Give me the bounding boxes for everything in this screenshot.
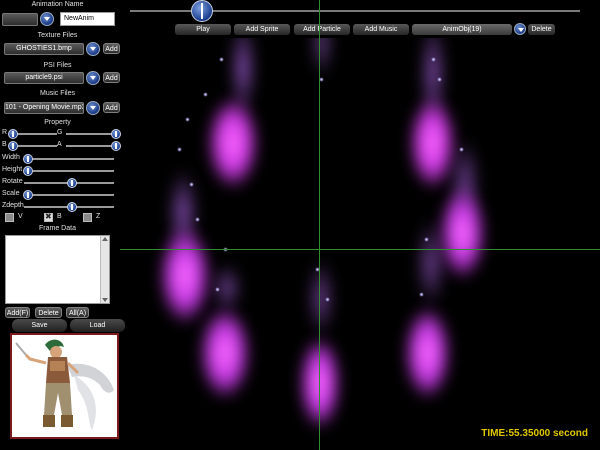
b-slider-track[interactable]: [12, 145, 57, 147]
b-label: B: [2, 141, 7, 148]
particle-emitter-6: [405, 308, 450, 398]
frame-data-scrollbar[interactable]: [100, 236, 109, 303]
particle-emitter-4: [300, 338, 340, 428]
g-label: G: [57, 129, 63, 136]
frame-add-button[interactable]: Add(F): [5, 307, 30, 318]
flip-z-checkbox[interactable]: [83, 213, 92, 222]
a-slider-knob[interactable]: [111, 141, 121, 151]
scroll-down-icon[interactable]: [102, 298, 108, 302]
particle-emitter-5: [410, 98, 455, 188]
r-slider-track[interactable]: [12, 133, 57, 135]
flip-v-checkbox[interactable]: [5, 213, 14, 222]
width-label: Width: [2, 154, 20, 161]
music-file-select[interactable]: 101 - Opening Movie.mp3: [4, 102, 84, 114]
psi-dropdown-icon[interactable]: [86, 71, 100, 85]
b-slider-knob[interactable]: [8, 141, 18, 151]
scale-slider-track[interactable]: [24, 194, 114, 196]
add-music-button[interactable]: Add Music: [353, 24, 409, 35]
time-readout: TIME:55.35000 second: [481, 428, 588, 439]
scale-label: Scale: [2, 190, 20, 197]
zdepth-slider-knob[interactable]: [67, 202, 77, 212]
width-slider-track[interactable]: [24, 158, 114, 160]
music-dropdown-icon[interactable]: [86, 101, 100, 115]
music-files-label: Music Files: [39, 90, 75, 97]
texture-files-label: Texture Files: [37, 32, 78, 39]
load-button[interactable]: Load: [70, 319, 125, 332]
g-slider-knob[interactable]: [111, 129, 121, 139]
flip-b-checkbox[interactable]: ✖: [44, 212, 53, 222]
flip-v-label: V: [18, 213, 23, 220]
animation-name-input[interactable]: NewAnim: [60, 12, 115, 26]
property-label: Property: [44, 119, 71, 126]
play-button[interactable]: Play: [175, 24, 231, 35]
texture-file-select[interactable]: GHOSTIES1.bmp: [4, 43, 84, 55]
zdepth-label: Zdepth: [2, 202, 24, 209]
psi-files-label: PSI Files: [43, 62, 72, 69]
a-label: A: [57, 141, 62, 148]
texture-dropdown-icon[interactable]: [86, 42, 100, 56]
music-add-button[interactable]: Add: [103, 102, 120, 113]
height-slider-track[interactable]: [24, 170, 114, 172]
character-sprite-image: [15, 339, 114, 430]
frame-delete-button[interactable]: Delete: [35, 307, 62, 318]
psi-file-select[interactable]: particle9.psi: [4, 72, 84, 84]
save-button[interactable]: Save: [12, 319, 67, 332]
vertical-guide-line: [319, 0, 320, 450]
timeline-scrubber[interactable]: [190, 0, 213, 22]
rotate-label: Rotate: [2, 178, 23, 185]
r-label: R: [2, 129, 8, 136]
scroll-up-icon[interactable]: [102, 237, 108, 241]
particle-emitter-2: [160, 228, 210, 323]
scrubber-line-icon: [200, 3, 203, 19]
frame-data-list[interactable]: [5, 235, 110, 304]
scale-slider-knob[interactable]: [23, 190, 33, 200]
sprite-preview: [10, 333, 119, 439]
flip-z-label: Z: [96, 213, 101, 220]
frame-data-label: Frame Data: [39, 225, 76, 232]
particle-emitter-3: [200, 308, 250, 398]
anim-object-dropdown-icon[interactable]: [514, 23, 526, 35]
g-slider-track[interactable]: [66, 133, 116, 135]
animation-select[interactable]: [2, 13, 38, 26]
particle-emitter-7: [440, 188, 485, 278]
height-slider-knob[interactable]: [23, 166, 33, 176]
a-slider-track[interactable]: [66, 145, 116, 147]
animation-dropdown-icon[interactable]: [40, 12, 54, 26]
animation-viewport[interactable]: [120, 38, 600, 450]
psi-add-button[interactable]: Add: [103, 72, 120, 83]
add-particle-button[interactable]: Add Particle: [294, 24, 350, 35]
anim-object-select[interactable]: AnimObj(19): [412, 24, 512, 35]
checkmark-icon: ✖: [45, 212, 52, 221]
flip-b-label: B: [57, 213, 62, 220]
add-sprite-button[interactable]: Add Sprite: [234, 24, 290, 35]
frame-all-button[interactable]: All(A): [66, 307, 89, 318]
timeline-track[interactable]: [130, 10, 580, 12]
particle-emitter-1: [208, 98, 258, 188]
animation-name-label: Animation Name: [31, 1, 84, 8]
width-slider-knob[interactable]: [23, 154, 33, 164]
delete-object-button[interactable]: Delete: [528, 24, 555, 35]
texture-add-button[interactable]: Add: [103, 43, 120, 54]
rotate-slider-knob[interactable]: [67, 178, 77, 188]
r-slider-knob[interactable]: [8, 129, 18, 139]
height-label: Height: [2, 166, 23, 173]
horizontal-guide-line: [120, 249, 600, 250]
